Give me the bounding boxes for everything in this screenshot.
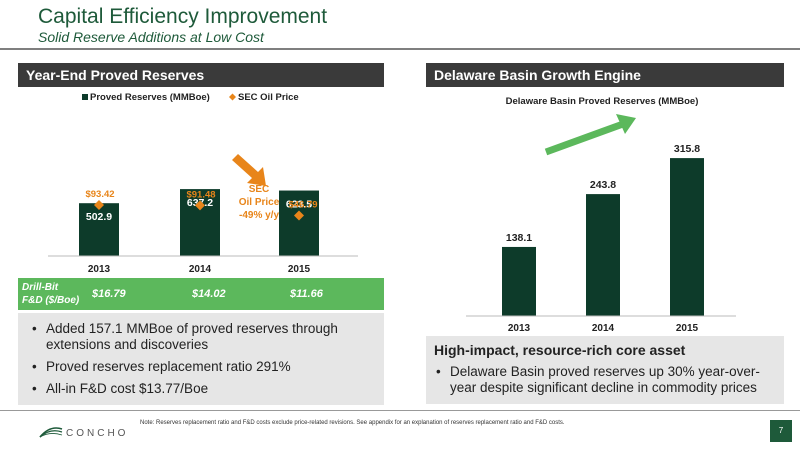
- annotation-line-1: SEC: [249, 184, 270, 195]
- x-tick-2013: 2013: [88, 264, 111, 275]
- left-panel-heading: Year-End Proved Reserves: [18, 63, 384, 87]
- proved-reserves-chart: Proved Reserves (MMBoe) SEC Oil Price 50…: [48, 92, 358, 275]
- bullet-item: Proved reserves replacement ratio 291%: [32, 359, 380, 375]
- oil-price-label-2013: $93.42: [85, 189, 114, 200]
- legend-marker-oil-price: [229, 93, 236, 101]
- bullet-item: Added 157.1 MMBoe of proved reserves thr…: [32, 321, 380, 353]
- oil-price-marker-2015: [294, 210, 304, 221]
- page-subtitle: Solid Reserve Additions at Low Cost: [38, 29, 264, 45]
- legend-label-oil-price: SEC Oil Price: [238, 92, 299, 103]
- footer-divider: [0, 410, 800, 411]
- right-bullet-box: High-impact, resource-rich core asset De…: [426, 336, 784, 404]
- legend-label-reserves: Proved Reserves (MMBoe): [90, 92, 210, 103]
- oil-price-marker-2013: [94, 199, 104, 210]
- fd-cost-row: Drill-Bit F&D ($/Boe) $16.79 $14.02 $11.…: [18, 278, 384, 310]
- annotation-line-3: -49% y/y: [239, 210, 279, 221]
- x-tick-2013: 2013: [508, 323, 531, 334]
- annotation-line-2: Oil Price: [239, 197, 280, 208]
- oil-price-label-2015: $46.79: [288, 199, 317, 210]
- core-asset-title: High-impact, resource-rich core asset: [434, 342, 686, 358]
- fd-label-line-2: F&D ($/Boe): [22, 295, 80, 306]
- growth-arrow-head: [616, 114, 636, 134]
- concho-logo-icon: [39, 427, 63, 438]
- reserves-bar-2014: [180, 189, 220, 256]
- bullet-item: All-in F&D cost $13.77/Boe: [32, 381, 380, 397]
- reserves-label-2013: 502.9: [86, 211, 112, 223]
- x-tick-2015: 2015: [288, 264, 311, 275]
- oil-price-label-2014: $91.48: [186, 189, 215, 200]
- title-divider: [0, 48, 800, 50]
- delaware-bar-2013: [502, 246, 536, 316]
- reserves-bar-2013: [79, 203, 119, 256]
- x-tick-2014: 2014: [592, 323, 615, 334]
- footer: CONCHO Note: Reserves replacement ratio …: [0, 410, 800, 450]
- legend-swatch-reserves: [82, 94, 88, 100]
- oil-price-marker-2014: [195, 200, 205, 211]
- x-tick-2015: 2015: [676, 323, 699, 334]
- footnote: Note: Reserves replacement ratio and F&D…: [140, 420, 565, 426]
- fd-cost-label: Drill-Bit F&D ($/Boe): [22, 281, 92, 307]
- fd-label-line-1: Drill-Bit: [22, 282, 59, 293]
- right-panel-heading: Delaware Basin Growth Engine: [426, 63, 784, 87]
- down-arrow-icon: [232, 154, 266, 186]
- delaware-label-2015: 315.8: [674, 143, 700, 155]
- growth-arrow-shaft: [544, 120, 625, 156]
- reserves-label-2015: 623.5: [286, 199, 312, 211]
- fd-value-2013: $16.79: [92, 288, 126, 300]
- chart-legend: Proved Reserves (MMBoe) SEC Oil Price: [82, 92, 299, 103]
- left-bullet-box: Added 157.1 MMBoe of proved reserves thr…: [18, 313, 384, 405]
- fd-value-2014: $14.02: [192, 288, 226, 300]
- bullet-item: Delaware Basin proved reserves up 30% ye…: [436, 364, 780, 396]
- delaware-bar-2015: [670, 158, 704, 316]
- delaware-label-2014: 243.8: [590, 179, 616, 191]
- page-title: Capital Efficiency Improvement: [38, 5, 328, 28]
- chart-title: Delaware Basin Proved Reserves (MMBoe): [506, 96, 699, 107]
- x-tick-2014: 2014: [189, 264, 212, 275]
- delaware-label-2013: 138.1: [506, 232, 532, 244]
- delaware-bar-2014: [586, 194, 620, 316]
- delaware-reserves-chart: Delaware Basin Proved Reserves (MMBoe) 1…: [466, 96, 736, 334]
- page-number: 7: [770, 420, 792, 442]
- growth-arrow-icon: [544, 114, 636, 156]
- reserves-bar-2015: [279, 190, 319, 256]
- oil-price-annotation: SEC Oil Price -49% y/y: [232, 154, 280, 221]
- logo-text: CONCHO: [66, 428, 129, 439]
- fd-value-2015: $11.66: [290, 288, 323, 300]
